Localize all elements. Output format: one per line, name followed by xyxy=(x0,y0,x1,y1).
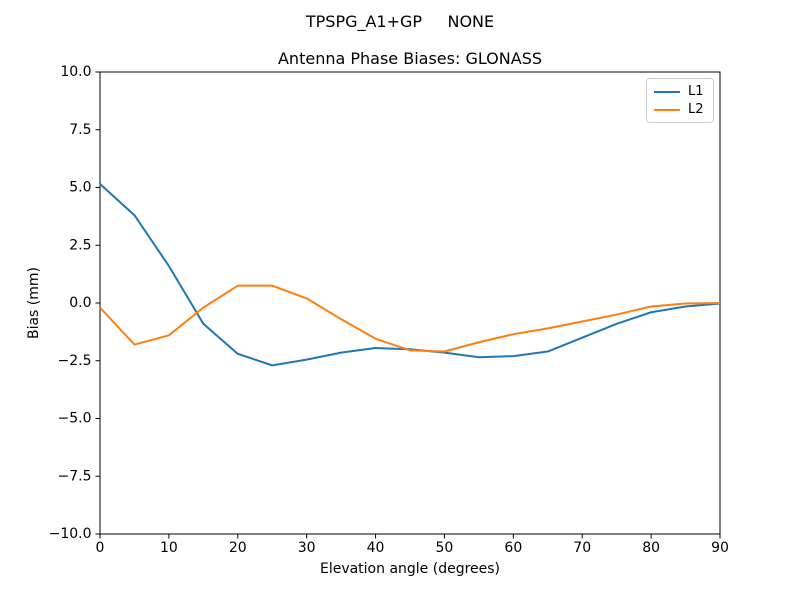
legend-item-l2: L2 xyxy=(654,102,706,117)
axes-frame xyxy=(99,71,721,535)
y-axis-tick-label: −5.0 xyxy=(58,411,92,427)
x-axis-tick-label: 50 xyxy=(436,540,454,556)
x-axis-tick-label: 90 xyxy=(711,540,729,556)
y-axis-tick-label: 10.0 xyxy=(60,64,91,80)
y-axis-tick-label: −7.5 xyxy=(58,468,92,484)
legend-item-l1: L1 xyxy=(654,84,706,99)
legend-label-l1: L1 xyxy=(688,84,704,99)
series-line-l2 xyxy=(99,284,721,353)
y-axis-tick-label: 0.0 xyxy=(69,295,91,311)
x-axis-tick-label: 30 xyxy=(298,540,316,556)
figure-suptitle: TPSPG_A1+GP NONE xyxy=(305,12,495,31)
series-line-l1 xyxy=(99,183,721,367)
x-axis-label: Elevation angle (degrees) xyxy=(319,561,501,577)
x-axis-tick-label: 10 xyxy=(160,540,178,556)
y-axis-tick-label: −2.5 xyxy=(58,353,92,369)
x-axis-tick-label: 0 xyxy=(96,540,105,556)
l1-line-swatch xyxy=(654,90,680,93)
y-axis-tick-label: 2.5 xyxy=(69,237,91,253)
x-axis-tick-label: 80 xyxy=(642,540,660,556)
legend: L1 L2 xyxy=(646,78,714,123)
y-axis-tick-label: −10.0 xyxy=(49,526,92,542)
x-axis-tick-label: 60 xyxy=(504,540,522,556)
x-axis-tick-label: 70 xyxy=(573,540,591,556)
y-axis-label: Bias (mm) xyxy=(26,266,42,340)
x-axis-tick-label: 20 xyxy=(229,540,247,556)
x-axis-tick-label: 40 xyxy=(367,540,385,556)
legend-label-l2: L2 xyxy=(688,102,704,117)
y-axis-tick-label: 5.0 xyxy=(69,180,91,196)
y-axis-tick-label: 7.5 xyxy=(69,122,91,138)
l2-line-swatch xyxy=(654,108,680,111)
axes-title: Antenna Phase Biases: GLONASS xyxy=(277,49,542,68)
